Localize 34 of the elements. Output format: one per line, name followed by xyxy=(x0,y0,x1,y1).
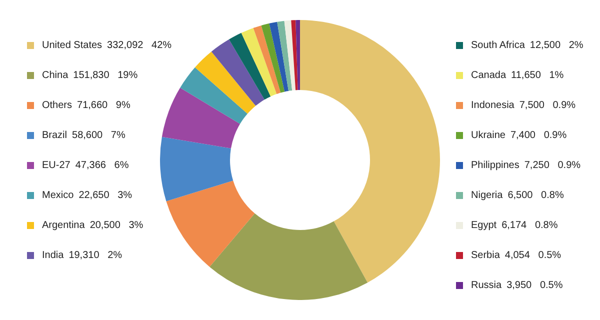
data-label: 20,500 3% xyxy=(90,220,144,230)
data-label: 332,092 42% xyxy=(107,40,172,50)
legend-label: Others xyxy=(42,100,72,110)
legend-label: Serbia xyxy=(471,250,500,260)
data-label: 7,400 0.9% xyxy=(510,130,567,140)
legend-label: South Africa xyxy=(471,40,525,50)
legend-label: Philippines xyxy=(471,160,520,170)
legend-label: Mexico xyxy=(42,190,74,200)
legend-label: India xyxy=(42,250,64,260)
data-label: 7,500 0.9% xyxy=(519,100,576,110)
legend-label: Russia xyxy=(471,280,502,290)
data-label: 22,650 3% xyxy=(78,190,132,200)
legend-label: Canada xyxy=(471,70,506,80)
data-label: 151,830 19% xyxy=(73,70,138,80)
data-label: 71,660 9% xyxy=(77,100,130,110)
legend-label: Indonesia xyxy=(471,100,514,110)
data-label: 6,500 0.8% xyxy=(508,190,564,200)
legend-label: Nigeria xyxy=(471,190,503,200)
legend-label: EU-27 xyxy=(42,160,70,170)
data-label: 4,054 0.5% xyxy=(504,250,562,260)
legend-label: Brazil xyxy=(42,130,68,140)
legend-label: Egypt xyxy=(471,220,497,230)
legend-label: United States xyxy=(42,40,102,50)
data-label: 11,650 1% xyxy=(511,70,564,80)
data-label: 58,600 7% xyxy=(72,130,126,140)
legend-label: Ukraine xyxy=(471,130,506,140)
data-label: 12,500 2% xyxy=(530,40,584,50)
data-label: 3,950 0.5% xyxy=(506,280,563,290)
data-label: 7,250 0.9% xyxy=(524,160,581,170)
data-label: 47,366 6% xyxy=(75,160,129,170)
data-label: 19,310 2% xyxy=(68,250,122,260)
legend-label: Argentina xyxy=(42,220,85,230)
data-label: 6,174 0.8% xyxy=(502,220,558,230)
legend-label: China xyxy=(42,70,68,80)
